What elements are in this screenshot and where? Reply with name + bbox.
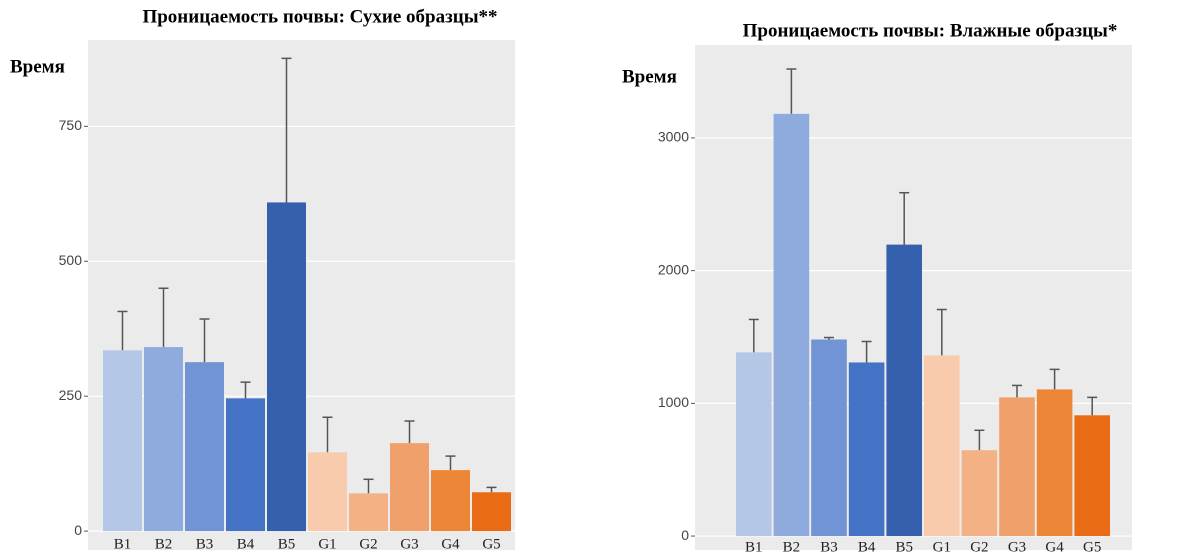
- bar: [226, 398, 265, 532]
- bar: [1036, 389, 1073, 537]
- bar: [144, 347, 183, 532]
- chart-title: Проницаемость почвы: Влажные образцы*: [743, 20, 1118, 41]
- bar: [848, 362, 885, 537]
- y-axis-label: Время: [622, 66, 677, 87]
- x-tick-label: G3: [1008, 539, 1026, 553]
- bar: [961, 450, 998, 537]
- y-tick-label: 0: [681, 527, 689, 543]
- y-tick-label: 750: [59, 117, 83, 133]
- x-tick-label: B2: [155, 536, 173, 552]
- x-tick-label: B3: [820, 539, 838, 553]
- x-tick-label: G2: [970, 539, 988, 553]
- bar: [811, 339, 847, 537]
- y-tick-label: 500: [59, 252, 83, 268]
- x-tick-label: G1: [318, 536, 336, 552]
- x-tick-label: G5: [1083, 539, 1101, 553]
- x-tick-label: G1: [933, 539, 951, 553]
- x-tick-label: B1: [745, 539, 763, 553]
- bar: [773, 113, 810, 537]
- x-tick-label: G2: [359, 536, 377, 552]
- bar: [736, 352, 772, 537]
- x-tick-label: B5: [895, 539, 913, 553]
- bar: [185, 362, 224, 532]
- x-tick-label: G3: [400, 536, 418, 552]
- bar: [308, 452, 347, 532]
- y-tick-label: 0: [74, 522, 82, 538]
- y-tick-label: 1000: [658, 394, 689, 410]
- y-tick-label: 3000: [658, 129, 689, 145]
- x-tick-label: B4: [858, 539, 876, 553]
- bar: [1074, 415, 1110, 537]
- x-tick-label: B5: [278, 536, 296, 552]
- x-tick-label: G4: [441, 536, 460, 552]
- bar: [472, 492, 511, 532]
- x-tick-label: G5: [482, 536, 500, 552]
- bar: [103, 350, 142, 532]
- bar: [999, 397, 1035, 537]
- y-tick-label: 2000: [658, 261, 689, 277]
- x-tick-label: B4: [237, 536, 255, 552]
- bar: [431, 470, 470, 532]
- chart-title: Проницаемость почвы: Сухие образцы**: [142, 6, 497, 27]
- x-tick-label: B2: [783, 539, 801, 553]
- bar: [924, 355, 960, 537]
- x-tick-label: B3: [196, 536, 214, 552]
- bar: [886, 244, 922, 537]
- y-tick-label: 250: [59, 387, 83, 403]
- x-tick-label: G4: [1045, 539, 1064, 553]
- x-tick-label: B1: [114, 536, 132, 552]
- y-axis-label: Время: [10, 56, 65, 77]
- bar: [390, 443, 429, 532]
- bar: [267, 202, 306, 532]
- bar: [349, 493, 388, 532]
